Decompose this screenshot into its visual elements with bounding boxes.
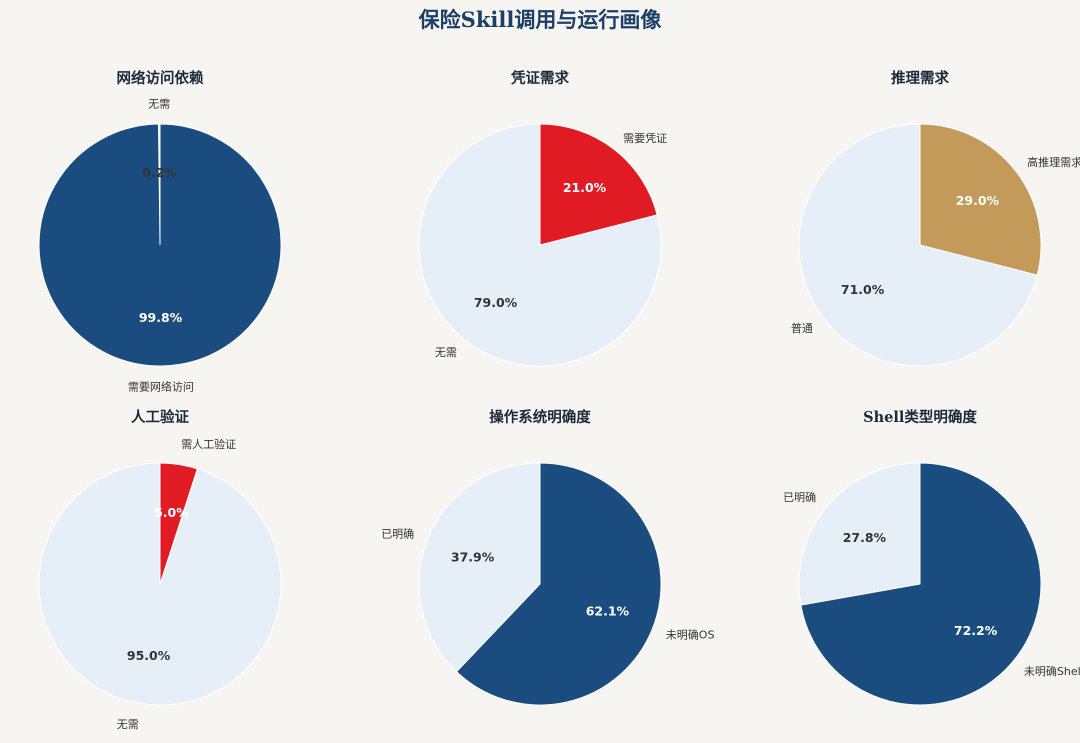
pie-title: 人工验证 xyxy=(131,408,189,426)
pie-chart-1: 网络访问依赖 0.2% 无需 99.8% 需要网络访问 xyxy=(38,69,282,394)
slice-percent-label: 71.0% xyxy=(841,282,885,297)
slice-category-label: 已明确 xyxy=(783,491,816,504)
slice-category-label: 高推理需求 xyxy=(1027,155,1080,169)
slice-percent-label: 5.0% xyxy=(154,505,189,520)
slice-percent-label: 62.1% xyxy=(586,603,630,618)
slice-percent-label: 99.8% xyxy=(139,310,183,325)
slice-category-label: 需人工验证 xyxy=(181,437,236,451)
pie-chart-6: Shell类型明确度 27.8% 已明确 72.2% 未明确Shell xyxy=(783,408,1080,706)
pie-chart-2: 凭证需求 79.0% 无需 21.0% 需要凭证 xyxy=(418,69,667,367)
figure-title: 保险Skill调用与运行画像 xyxy=(418,7,662,32)
slice-percent-label: 29.0% xyxy=(956,193,1000,208)
slice-category-label: 需要凭证 xyxy=(623,131,667,145)
slice-category-label: 无需 xyxy=(148,98,170,111)
pie-chart-5: 操作系统明确度 37.9% 已明确 62.1% 未明确OS xyxy=(381,408,715,706)
slice-percent-label: 0.2% xyxy=(142,165,177,180)
slice-percent-label: 95.0% xyxy=(127,648,171,663)
pie-title: 推理需求 xyxy=(891,69,949,87)
slice-category-label: 已明确 xyxy=(381,528,414,541)
pie-chart-3: 推理需求 71.0% 普通 29.0% 高推理需求 xyxy=(791,69,1080,367)
pie-slice xyxy=(455,462,662,706)
pie-slice xyxy=(539,123,658,246)
pie-title: 操作系统明确度 xyxy=(489,408,591,426)
slice-percent-label: 79.0% xyxy=(474,295,518,310)
pie-slice xyxy=(38,123,282,367)
slice-category-label: 需要网络访问 xyxy=(128,380,194,394)
pie-slice xyxy=(798,462,921,606)
slice-percent-label: 21.0% xyxy=(563,180,607,195)
slice-category-label: 无需 xyxy=(435,346,457,359)
pie-title: 凭证需求 xyxy=(510,69,569,87)
slice-percent-label: 37.9% xyxy=(451,550,495,565)
slice-category-label: 普通 xyxy=(791,321,813,335)
slice-percent-label: 72.2% xyxy=(954,623,998,638)
slice-percent-label: 27.8% xyxy=(843,530,887,545)
slice-category-label: 未明确Shell xyxy=(1024,665,1080,678)
pie-slice xyxy=(800,462,1042,706)
pie-slice xyxy=(418,462,541,673)
slice-category-label: 未明确OS xyxy=(666,628,715,641)
pie-slice xyxy=(919,123,1042,276)
pie-title: 网络访问依赖 xyxy=(117,69,204,87)
pie-chart-4: 人工验证 95.0% 无需 5.0% 需人工验证 xyxy=(38,408,282,731)
pie-slice xyxy=(159,462,199,585)
slice-category-label: 无需 xyxy=(117,718,139,731)
pie-slice xyxy=(798,123,1038,367)
pie-title: Shell类型明确度 xyxy=(863,408,977,426)
